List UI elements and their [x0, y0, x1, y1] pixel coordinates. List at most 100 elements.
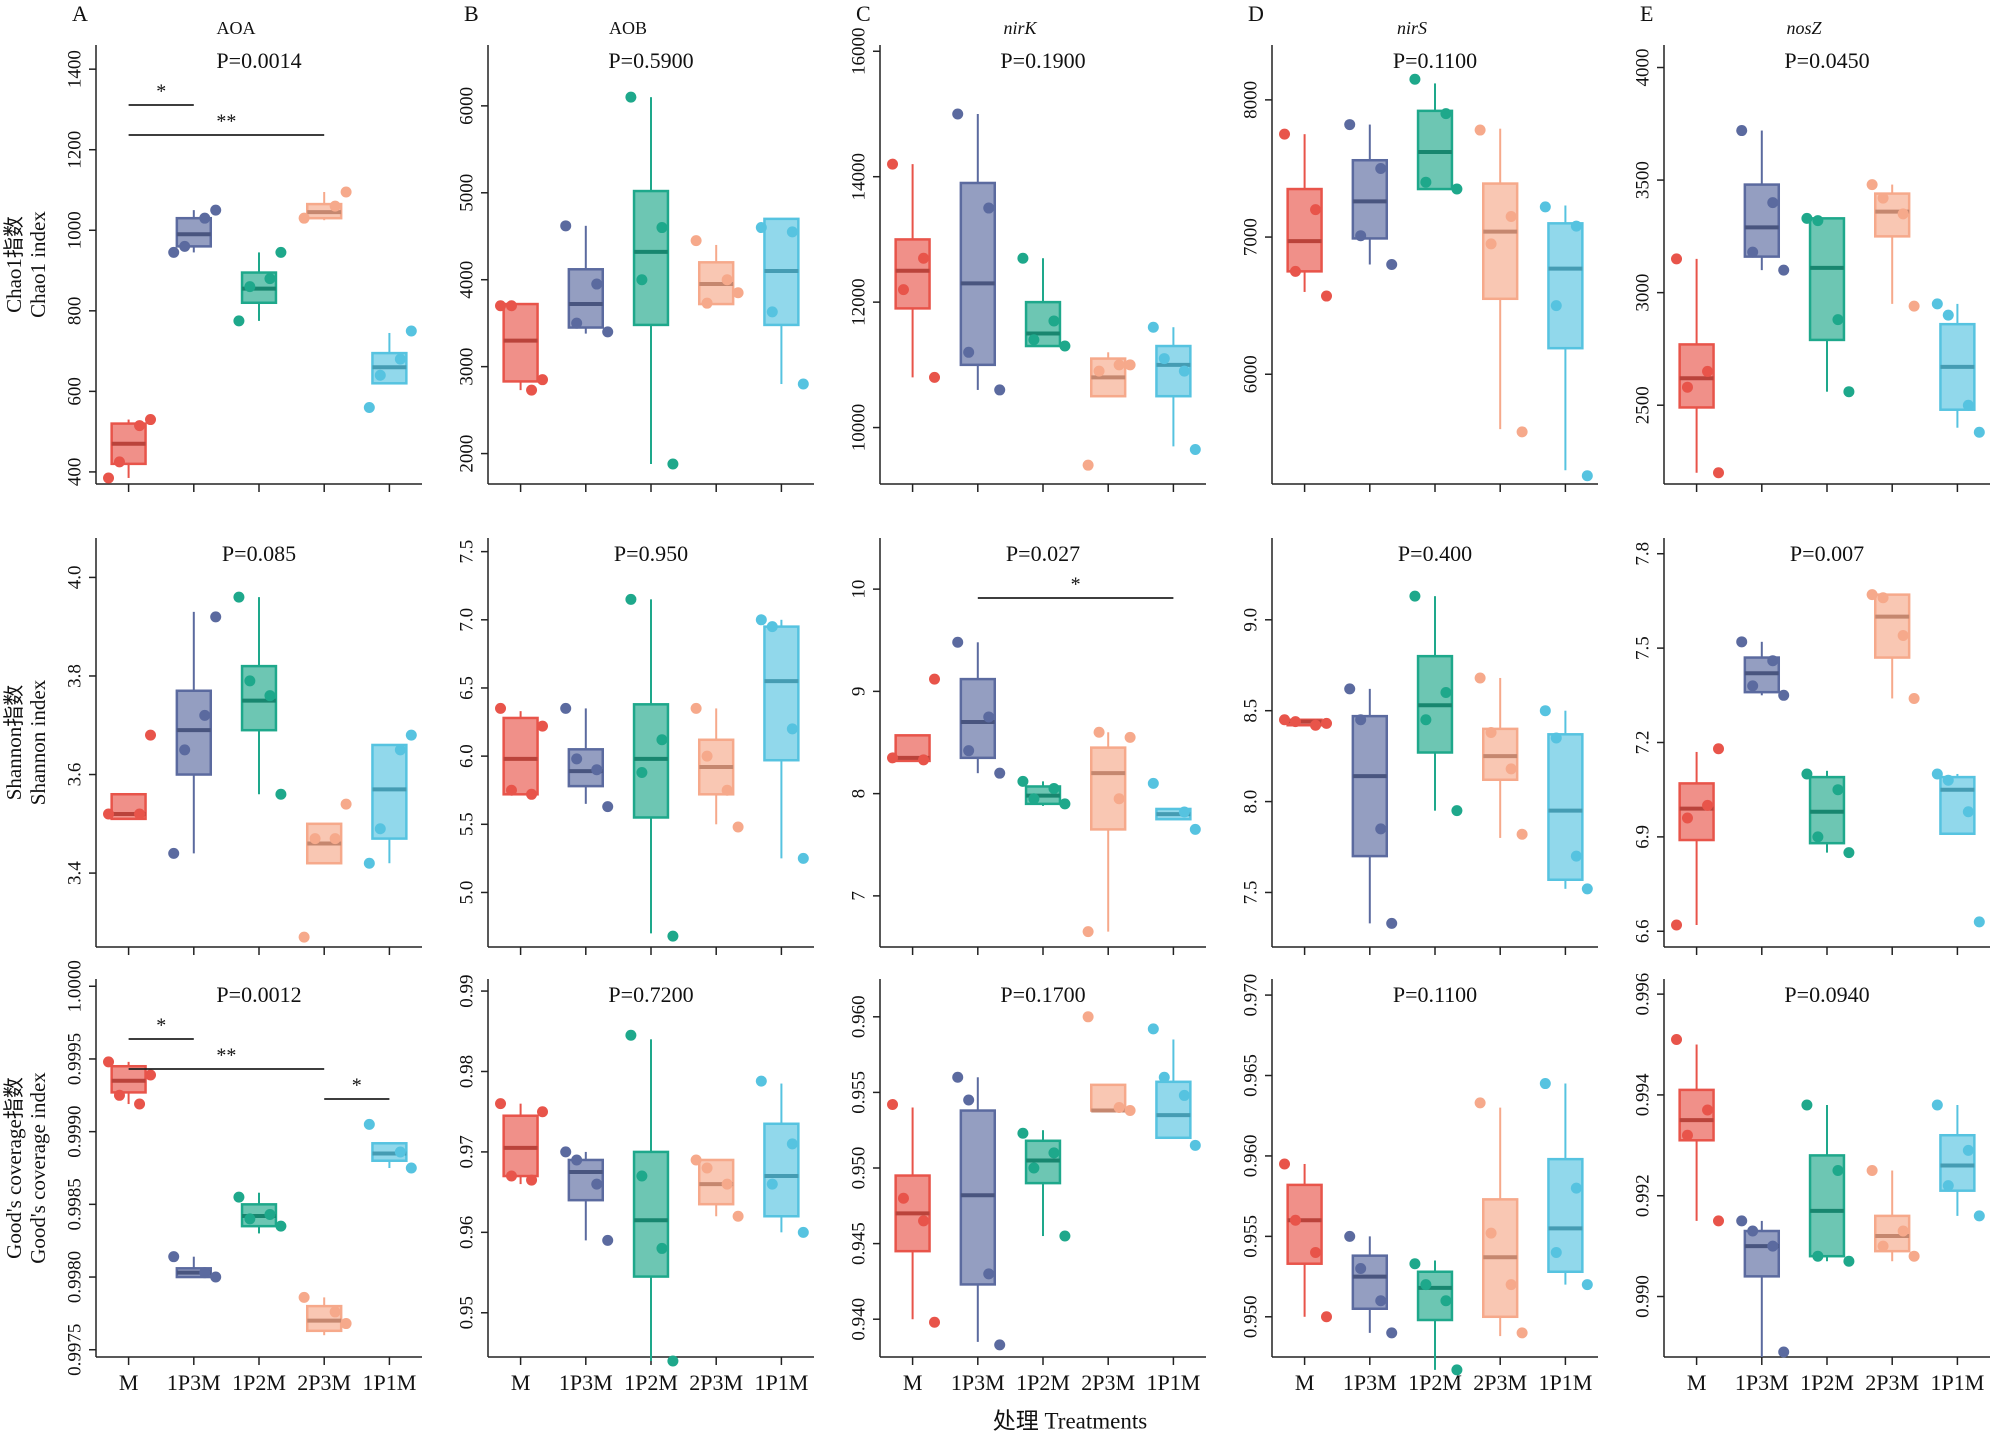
point	[210, 1271, 222, 1283]
point	[1189, 1139, 1201, 1151]
panel-label: E	[1640, 1, 1653, 26]
point	[1124, 1105, 1136, 1117]
y-tick-label: 9	[848, 687, 869, 697]
point	[897, 284, 909, 296]
point	[732, 821, 744, 833]
point	[1539, 1078, 1551, 1090]
point	[636, 766, 648, 778]
y-tick-label: 0.9975	[64, 1324, 85, 1376]
point	[1082, 459, 1094, 471]
point	[1581, 470, 1593, 482]
point	[701, 750, 713, 762]
point	[340, 1318, 352, 1330]
p-value: P=0.0012	[216, 982, 301, 1007]
y-tick-label: 0.955	[1240, 1215, 1261, 1258]
point	[329, 200, 341, 212]
point	[1189, 444, 1201, 456]
y-tick-label: 5000	[456, 174, 477, 212]
point	[766, 306, 778, 318]
panel-title: AOA	[217, 18, 256, 38]
box	[1416, 109, 1454, 191]
point	[1702, 1104, 1714, 1116]
y-tick-label: 6.5	[456, 676, 477, 700]
point	[1017, 252, 1029, 264]
y-tick-label: 2000	[456, 435, 477, 473]
point	[233, 1191, 245, 1203]
point	[1671, 1033, 1683, 1045]
point	[667, 458, 679, 470]
point	[1355, 1263, 1367, 1275]
p-value: P=0.5900	[608, 48, 693, 73]
x-tick-label: 2P3M	[689, 1370, 743, 1395]
point	[405, 1162, 417, 1174]
point	[1289, 265, 1301, 277]
point	[145, 414, 157, 426]
point	[1059, 798, 1071, 810]
point	[1942, 774, 1954, 786]
y-tick-label: 0.990	[1632, 1275, 1653, 1318]
point	[1048, 783, 1060, 795]
point	[1178, 806, 1190, 818]
point	[994, 1339, 1006, 1351]
point	[495, 300, 507, 312]
point	[1113, 359, 1125, 371]
point	[1832, 314, 1844, 326]
point	[1812, 1250, 1824, 1262]
point	[1124, 359, 1136, 371]
point	[1082, 1011, 1094, 1023]
point	[244, 1213, 256, 1225]
point	[505, 300, 517, 312]
point	[1158, 353, 1170, 365]
point	[929, 371, 941, 383]
box	[1678, 782, 1715, 842]
box	[763, 1122, 800, 1218]
y-tick-label: 9.0	[1240, 608, 1261, 632]
point	[1147, 777, 1159, 789]
point	[1048, 315, 1060, 327]
point	[918, 754, 930, 766]
point	[1375, 823, 1387, 835]
point	[405, 729, 417, 741]
point	[1581, 1279, 1593, 1291]
y-tick-label: 7.2	[1632, 731, 1653, 755]
point	[1747, 1225, 1759, 1237]
point	[797, 1226, 809, 1238]
point	[1702, 799, 1714, 811]
y-tick-label: 8.5	[1240, 699, 1261, 723]
point	[374, 369, 386, 381]
y-tick-label: 1.0000	[64, 960, 85, 1012]
point	[329, 1306, 341, 1318]
point	[405, 325, 417, 337]
point	[1017, 1127, 1029, 1139]
point	[786, 226, 798, 238]
x-tick-label: M	[511, 1370, 531, 1395]
y-axis-label: Chao1 index	[26, 211, 50, 318]
point	[1505, 210, 1517, 222]
point	[537, 1106, 549, 1118]
point	[363, 1118, 375, 1130]
box	[1286, 187, 1323, 273]
x-tick-label: 1P3M	[1735, 1370, 1789, 1395]
point	[374, 823, 386, 835]
point	[560, 220, 572, 232]
point	[636, 1170, 648, 1182]
y-axis-label: Shannon index	[26, 679, 50, 805]
point	[103, 808, 115, 820]
point	[1147, 321, 1159, 333]
significance-label: *	[156, 1015, 166, 1037]
x-tick-label: 1P2M	[1408, 1370, 1462, 1395]
y-tick-label: 0.960	[1240, 1135, 1261, 1178]
point	[1570, 220, 1582, 232]
point	[298, 1291, 310, 1303]
point	[667, 1355, 679, 1367]
p-value: P=0.007	[1790, 541, 1864, 566]
point	[963, 346, 975, 358]
point	[983, 202, 995, 214]
y-tick-label: 0.950	[1240, 1295, 1261, 1338]
y-tick-label: 0.9985	[64, 1178, 85, 1230]
point	[1767, 1240, 1779, 1252]
y-tick-label: 4.0	[64, 566, 85, 590]
box	[1678, 343, 1715, 409]
y-tick-label: 8	[848, 789, 869, 799]
point	[1702, 365, 1714, 377]
